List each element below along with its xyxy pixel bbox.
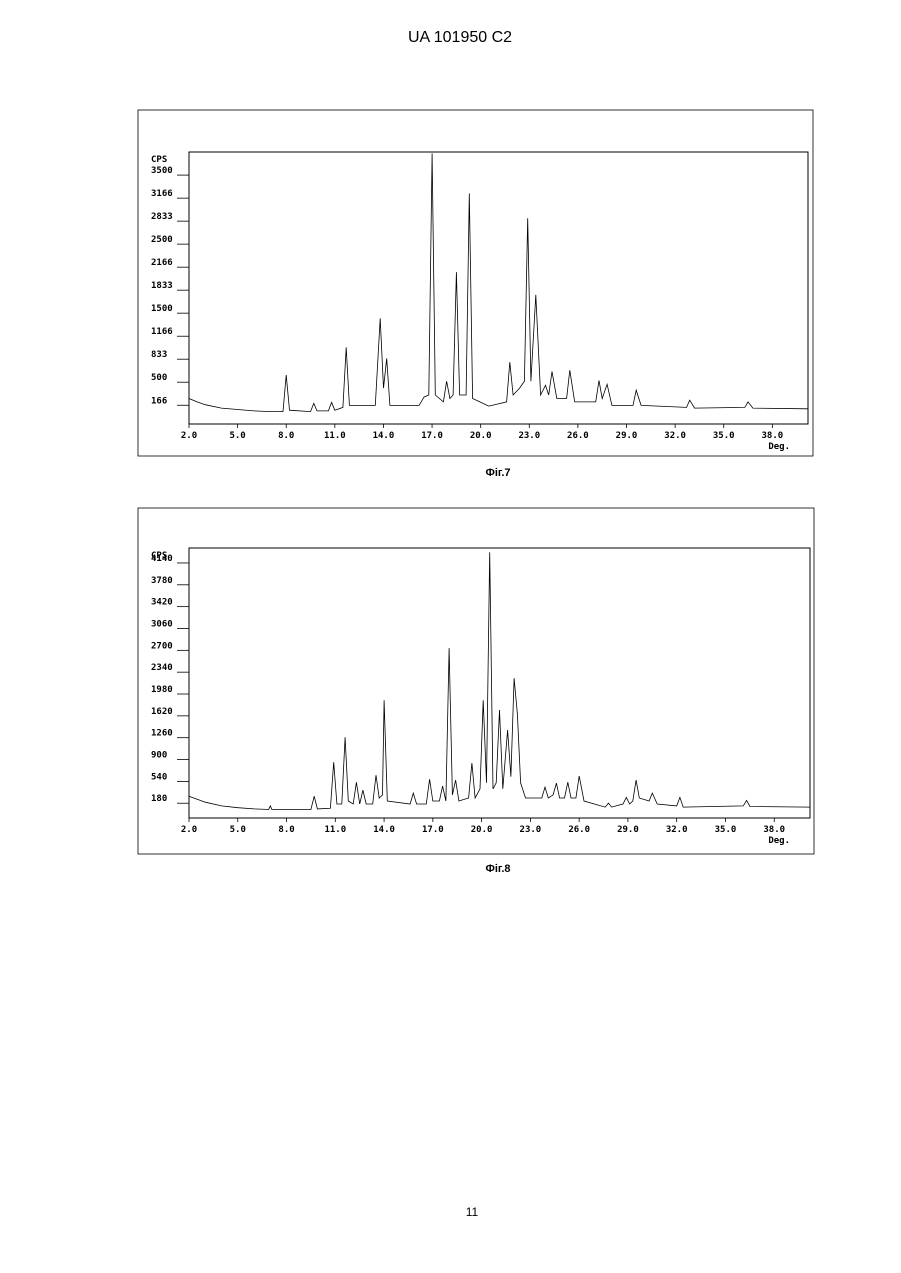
y-tick-label: 2166 <box>151 258 173 268</box>
y-tick-label: 3420 <box>151 598 173 608</box>
y-tick-label: 1620 <box>151 707 173 717</box>
y-tick-label: 3500 <box>151 166 173 176</box>
x-tick-label: 5.0 <box>229 431 245 441</box>
x-tick-label: 23.0 <box>518 431 540 441</box>
figure-caption: Фіг.8 <box>485 863 510 875</box>
y-tick-label: 2340 <box>151 663 173 673</box>
x-tick-label: 8.0 <box>278 825 294 835</box>
x-tick-label: 23.0 <box>520 825 542 835</box>
diffraction-line <box>189 153 808 411</box>
y-tick-label: 500 <box>151 373 167 383</box>
x-tick-label: 29.0 <box>616 431 638 441</box>
y-tick-label: 3060 <box>151 619 173 629</box>
y-tick-label: 1500 <box>151 304 173 314</box>
y-tick-label: 4140 <box>151 554 173 564</box>
x-tick-label: 20.0 <box>470 431 492 441</box>
x-tick-label: 20.0 <box>471 825 493 835</box>
y-tick-label: 2700 <box>151 641 173 651</box>
x-tick-label: 38.0 <box>762 431 784 441</box>
x-tick-label: 14.0 <box>373 825 395 835</box>
figure-frame <box>138 110 813 456</box>
figure-frame <box>138 508 814 854</box>
x-tick-label: 32.0 <box>664 431 686 441</box>
y-tick-label: 166 <box>151 396 167 406</box>
diffraction-line <box>189 552 810 809</box>
y-axis-label: CPS <box>151 155 167 165</box>
y-tick-label: 900 <box>151 751 167 761</box>
x-tick-label: 17.0 <box>422 825 444 835</box>
x-tick-label: 32.0 <box>666 825 688 835</box>
x-tick-label: 11.0 <box>324 825 346 835</box>
y-tick-label: 2833 <box>151 212 173 222</box>
x-tick-label: 29.0 <box>617 825 639 835</box>
x-tick-label: 26.0 <box>567 431 589 441</box>
y-tick-label: 3166 <box>151 189 173 199</box>
y-tick-label: 540 <box>151 772 167 782</box>
x-tick-label: 38.0 <box>763 825 785 835</box>
y-tick-label: 1980 <box>151 685 173 695</box>
x-tick-label: 14.0 <box>373 431 395 441</box>
y-tick-label: 833 <box>151 350 167 360</box>
plot-area <box>189 152 808 424</box>
x-tick-label: 5.0 <box>230 825 246 835</box>
page-number: 11 <box>466 1205 479 1219</box>
y-tick-label: 3780 <box>151 576 173 586</box>
y-tick-label: 1166 <box>151 327 173 337</box>
y-tick-label: 1260 <box>151 729 173 739</box>
x-tick-label: 17.0 <box>421 431 443 441</box>
figure-caption: Фіг.7 <box>485 467 510 479</box>
x-tick-label: 35.0 <box>715 825 737 835</box>
x-tick-label: 2.0 <box>181 431 197 441</box>
y-tick-label: 2500 <box>151 235 173 245</box>
x-axis-label: Deg. <box>768 836 790 846</box>
x-tick-label: 35.0 <box>713 431 735 441</box>
x-tick-label: 2.0 <box>181 825 197 835</box>
y-tick-label: 1833 <box>151 281 173 291</box>
x-axis-label: Deg. <box>768 442 790 452</box>
x-tick-label: 11.0 <box>324 431 346 441</box>
y-tick-label: 180 <box>151 794 167 804</box>
x-tick-label: 26.0 <box>568 825 590 835</box>
x-tick-label: 8.0 <box>278 431 294 441</box>
page-header: UA 101950 C2 <box>408 29 512 46</box>
page: UA 101950 C2 11 CPS3500 3166 2833 2500 2166 1… <box>0 0 901 1273</box>
plot-area <box>189 548 810 818</box>
